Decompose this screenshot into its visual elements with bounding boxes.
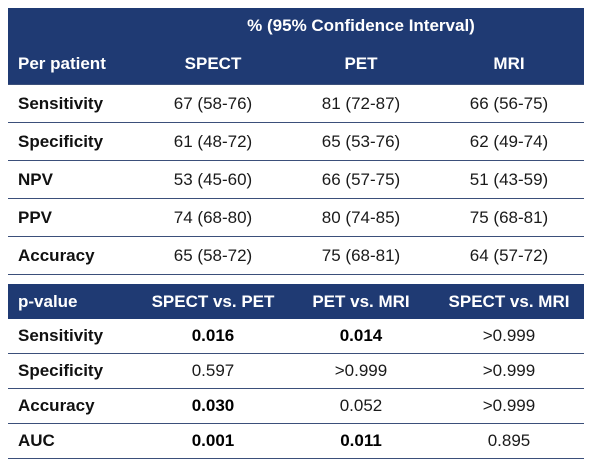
column-header-spect: SPECT [138, 44, 288, 85]
cell-value: 75 (68-81) [288, 236, 434, 275]
row-label: AUC [8, 423, 138, 459]
cell-value: 53 (45-60) [138, 160, 288, 199]
table-row: Sensitivity 67 (58-76) 81 (72-87) 66 (56… [8, 84, 584, 123]
cell-value: 66 (56-75) [434, 84, 584, 123]
cell-value: 66 (57-75) [288, 160, 434, 199]
cell-value: 0.016 [138, 319, 288, 354]
cell-value: 0.014 [288, 319, 434, 354]
cell-value: >0.999 [288, 353, 434, 389]
cell-value: 0.001 [138, 423, 288, 459]
pvalue-table: p-value SPECT vs. PET PET vs. MRI SPECT … [8, 284, 584, 459]
table-header-row: p-value SPECT vs. PET PET vs. MRI SPECT … [8, 284, 584, 319]
table-title: % (95% Confidence Interval) [138, 8, 584, 44]
cell-value: 0.052 [288, 388, 434, 424]
row-label: NPV [8, 160, 138, 199]
column-header-spect-vs-pet: SPECT vs. PET [138, 284, 288, 319]
row-label: Sensitivity [8, 319, 138, 354]
column-header-pet: PET [288, 44, 434, 85]
row-label: Accuracy [8, 388, 138, 424]
cell-value: 67 (58-76) [138, 84, 288, 123]
cell-value: 64 (57-72) [434, 236, 584, 275]
cell-value: >0.999 [434, 388, 584, 424]
row-label: Sensitivity [8, 84, 138, 123]
tables-figure: % (95% Confidence Interval) Per patient … [8, 8, 584, 459]
cell-value: 0.597 [138, 353, 288, 389]
row-label: Specificity [8, 353, 138, 389]
cell-value: 0.895 [434, 423, 584, 459]
table-row: Accuracy 0.030 0.052 >0.999 [8, 388, 584, 424]
column-header-per-patient: Per patient [8, 44, 138, 85]
cell-value: 75 (68-81) [434, 198, 584, 237]
cell-value: 65 (58-72) [138, 236, 288, 275]
table-gap [8, 275, 584, 284]
cell-value: >0.999 [434, 319, 584, 354]
cell-value: 81 (72-87) [288, 84, 434, 123]
performance-table: % (95% Confidence Interval) Per patient … [8, 8, 584, 275]
column-header-spect-vs-mri: SPECT vs. MRI [434, 284, 584, 319]
cell-value: 65 (53-76) [288, 122, 434, 161]
row-label: Accuracy [8, 236, 138, 275]
title-spacer-cell [8, 8, 138, 44]
table-row: Accuracy 65 (58-72) 75 (68-81) 64 (57-72… [8, 236, 584, 275]
row-label: PPV [8, 198, 138, 237]
cell-value: >0.999 [434, 353, 584, 389]
row-label: Specificity [8, 122, 138, 161]
table-row: AUC 0.001 0.011 0.895 [8, 423, 584, 459]
cell-value: 51 (43-59) [434, 160, 584, 199]
table-title-row: % (95% Confidence Interval) [8, 8, 584, 44]
table-row: Specificity 0.597 >0.999 >0.999 [8, 353, 584, 389]
column-header-mri: MRI [434, 44, 584, 85]
cell-value: 74 (68-80) [138, 198, 288, 237]
table-header-row: Per patient SPECT PET MRI [8, 44, 584, 85]
table-row: PPV 74 (68-80) 80 (74-85) 75 (68-81) [8, 198, 584, 237]
table-row: Sensitivity 0.016 0.014 >0.999 [8, 319, 584, 354]
table-row: Specificity 61 (48-72) 65 (53-76) 62 (49… [8, 122, 584, 161]
cell-value: 62 (49-74) [434, 122, 584, 161]
cell-value: 0.011 [288, 423, 434, 459]
column-header-p-value: p-value [8, 284, 138, 319]
cell-value: 61 (48-72) [138, 122, 288, 161]
cell-value: 80 (74-85) [288, 198, 434, 237]
cell-value: 0.030 [138, 388, 288, 424]
column-header-pet-vs-mri: PET vs. MRI [288, 284, 434, 319]
table-row: NPV 53 (45-60) 66 (57-75) 51 (43-59) [8, 160, 584, 199]
